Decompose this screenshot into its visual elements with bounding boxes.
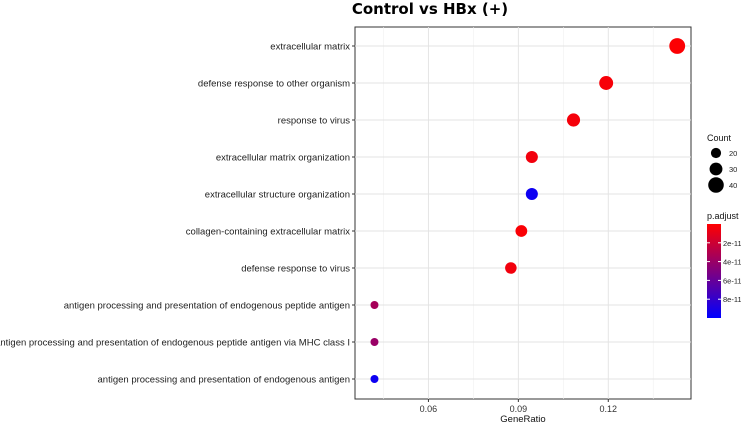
plot-panel: [354, 26, 692, 400]
y-tick-label: defense response to other organism: [198, 79, 350, 90]
y-tick-label: collagen-containing extracellular matrix: [186, 227, 350, 238]
data-point: [370, 375, 379, 383]
x-axis-ticks: 0.06 0.09 0.12: [420, 399, 617, 414]
color-legend-label: 4e-11: [723, 258, 741, 267]
color-legend-title: p.adjust: [707, 211, 739, 221]
y-tick-label: extracellular matrix: [270, 42, 350, 53]
y-tick-label: extracellular matrix organization: [216, 153, 350, 164]
data-point: [525, 150, 538, 164]
size-legend-title: Count: [707, 133, 732, 143]
y-tick-label: extracellular structure organization: [205, 190, 350, 201]
color-legend-label: 6e-11: [723, 276, 741, 285]
data-point: [669, 38, 686, 54]
color-legend: p.adjust 2e-11 4e-11 6e-11 8e-11: [707, 211, 741, 318]
data-point: [566, 113, 581, 127]
y-axis-ticks: [352, 45, 355, 380]
y-tick-label: antigen processing and presentation of e…: [98, 375, 350, 386]
size-legend-label: 40: [729, 181, 737, 190]
data-point: [599, 76, 614, 90]
y-tick-label: response to virus: [278, 116, 351, 127]
size-legend-key: [709, 162, 723, 176]
data-point: [370, 301, 379, 309]
y-tick-label: defense response to virus: [241, 264, 350, 275]
size-legend-key: [710, 147, 722, 159]
x-tick-label: 0.09: [510, 404, 528, 414]
x-tick-label: 0.06: [420, 404, 438, 414]
data-point: [515, 225, 528, 237]
size-legend-label: 30: [729, 165, 737, 174]
size-legend: Count 20 30 40: [707, 133, 737, 193]
size-legend-label: 20: [729, 149, 737, 158]
y-tick-label: antigen processing and presentation of e…: [64, 301, 350, 312]
x-axis-title: GeneRatio: [500, 414, 545, 424]
y-axis-labels: extracellular matrix defense response to …: [0, 42, 350, 386]
x-tick-label: 0.12: [600, 404, 618, 414]
data-point: [525, 187, 538, 201]
chart-title: Control vs HBx (+): [352, 0, 508, 18]
gridlines: [355, 27, 691, 399]
y-tick-label: antigen processing and presentation of e…: [0, 338, 350, 349]
size-legend-key: [708, 177, 724, 193]
color-legend-label: 2e-11: [723, 239, 741, 248]
color-legend-label: 8e-11: [723, 295, 741, 304]
data-points: [370, 38, 686, 383]
data-point: [370, 338, 379, 346]
data-point: [505, 262, 517, 274]
color-bar: [707, 224, 721, 318]
